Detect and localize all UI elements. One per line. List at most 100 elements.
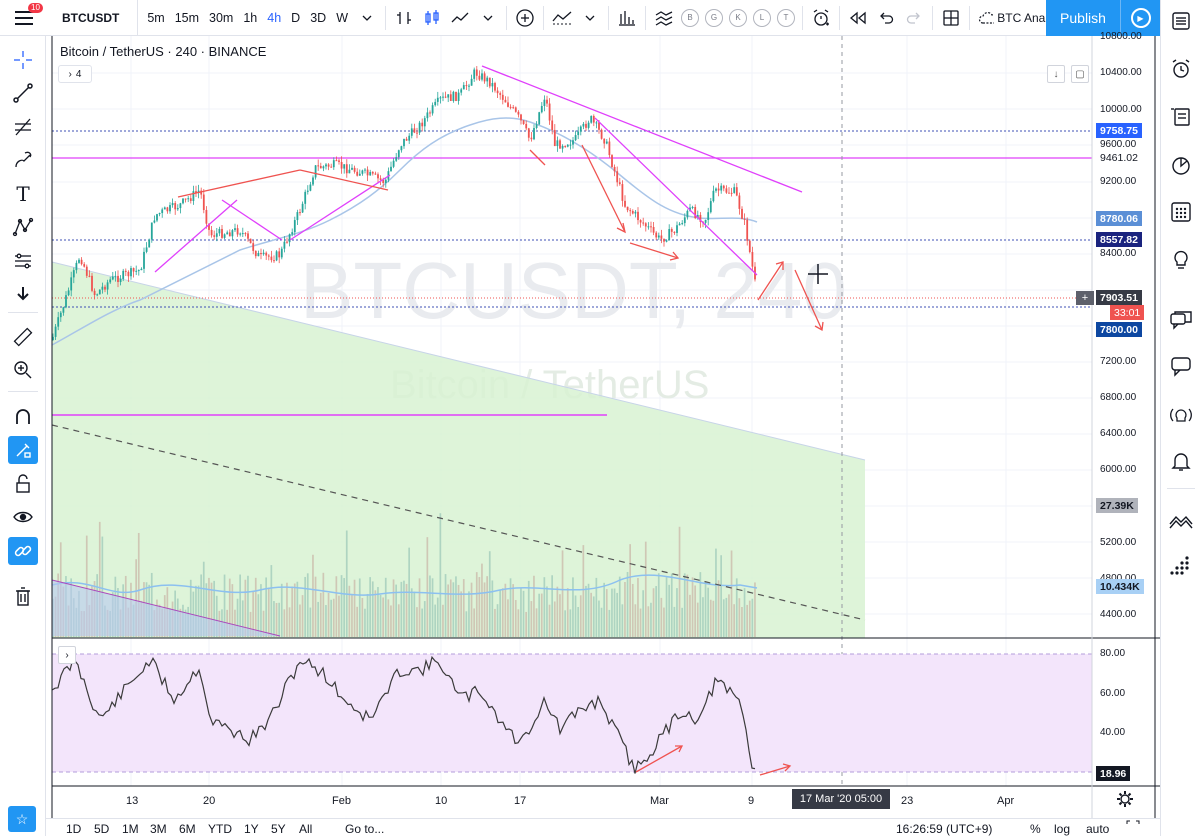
interval-5m[interactable]: 5m [147, 10, 165, 25]
hotlists-pie-icon[interactable] [1168, 152, 1194, 178]
range-5d[interactable]: 5D [94, 822, 110, 836]
main-menu-button[interactable]: 10 [0, 0, 48, 36]
financials-icon[interactable] [613, 0, 641, 36]
watchlist-icon[interactable] [1168, 8, 1194, 34]
trendlines-pink[interactable] [154, 65, 803, 276]
crosshair-tool-icon[interactable] [8, 46, 38, 74]
add-indicator-plus-icon[interactable] [511, 0, 539, 36]
volume-bar [598, 600, 600, 637]
chats-icon[interactable] [1168, 307, 1194, 333]
interval-3d[interactable]: 3D [310, 10, 327, 25]
fib-tool-icon[interactable] [8, 113, 38, 141]
scroll-down-icon[interactable]: ↓ [1047, 65, 1065, 83]
rsi-legend-chevron-icon[interactable]: › [58, 646, 76, 664]
fullscreen-icon[interactable] [1126, 820, 1140, 835]
compare-symbols-icon[interactable] [650, 0, 678, 36]
interval-dropdown-chevron-icon[interactable] [353, 0, 381, 36]
volume-bar [738, 598, 741, 637]
zoom-in-icon[interactable] [8, 356, 38, 384]
percent-scale-toggle[interactable]: % [1030, 822, 1041, 836]
candle-body [78, 259, 80, 263]
bar-replay-icon[interactable] [844, 0, 872, 36]
interval-15m[interactable]: 15m [174, 10, 200, 25]
interval-30m[interactable]: 30m [209, 10, 234, 25]
calendar-icon[interactable] [1168, 199, 1194, 225]
range-5y[interactable]: 5Y [271, 822, 286, 836]
chart-settings-gear-icon[interactable] [1116, 790, 1134, 813]
range-1m[interactable]: 1M [122, 822, 139, 836]
trendline-tool-icon[interactable] [8, 79, 38, 107]
volume-bar [374, 590, 377, 637]
alerts-clock-icon[interactable] [1168, 56, 1194, 82]
alert-letter-t[interactable]: T [777, 8, 795, 27]
indicators-chevron-icon[interactable] [576, 0, 604, 36]
streams-icon[interactable] [1168, 402, 1194, 428]
lock-drawings-icon[interactable] [8, 470, 38, 498]
text-tool-icon[interactable]: T [16, 182, 30, 206]
arrow-down-tool-icon[interactable] [8, 280, 38, 308]
rsi-arrows[interactable] [635, 745, 792, 776]
goto-date-button[interactable]: Go to... [345, 822, 385, 836]
alarm-clock-icon[interactable] [807, 0, 835, 36]
auto-scale-toggle[interactable]: auto [1086, 822, 1110, 836]
interval-1h[interactable]: 1h [243, 10, 258, 25]
range-1d[interactable]: 1D [66, 822, 82, 836]
ideas-lightbulb-icon[interactable] [1168, 246, 1194, 272]
alert-letter-k[interactable]: K [729, 8, 747, 27]
trash-icon[interactable] [8, 583, 38, 611]
interval-d[interactable]: D [291, 10, 301, 25]
volume-bar [379, 594, 382, 637]
trend-arrows-red[interactable] [177, 144, 824, 332]
line-chart-type-icon[interactable] [446, 0, 474, 36]
interval-4h[interactable]: 4h [267, 10, 282, 25]
dashed-trendline[interactable] [51, 424, 866, 621]
pattern-tool-icon[interactable] [8, 213, 38, 241]
go-live-button[interactable]: ▶ [1120, 0, 1160, 36]
symbol-search-button[interactable]: BTCUSDT [48, 0, 139, 36]
sync-drawings-link-icon[interactable] [8, 537, 38, 565]
maximize-pane-icon[interactable]: ▢ [1071, 65, 1089, 83]
layout-grid-icon[interactable] [937, 0, 965, 36]
volume-bar [689, 594, 691, 637]
notifications-bell-icon[interactable] [1168, 448, 1194, 474]
range-6m[interactable]: 6M [179, 822, 196, 836]
volume-bar [696, 602, 699, 637]
stay-in-drawing-mode-icon[interactable] [8, 436, 38, 464]
candle-chart-type-icon[interactable] [418, 0, 446, 36]
interval-w[interactable]: W [336, 10, 348, 25]
hide-drawings-eye-icon[interactable] [8, 503, 38, 531]
log-scale-toggle[interactable]: log [1054, 822, 1071, 836]
measure-tool-icon[interactable] [8, 247, 38, 275]
more-dots-icon[interactable] [1168, 553, 1194, 579]
bar-chart-type-icon[interactable] [390, 0, 418, 36]
data-window-icon[interactable] [1168, 104, 1194, 130]
ruler-icon[interactable] [8, 323, 38, 351]
range-all[interactable]: All [299, 822, 313, 836]
publish-button[interactable]: Publish [1046, 0, 1120, 36]
range-1y[interactable]: 1Y [244, 822, 259, 836]
alert-letter-b[interactable]: B [681, 8, 699, 27]
chart-canvas[interactable]: BTCUSDT, 240 Bitcoin / TetherUS [0, 0, 1160, 836]
magnet-icon[interactable] [8, 403, 38, 431]
redo-icon[interactable] [900, 0, 928, 36]
saved-layout-button[interactable]: BTC Anal [974, 0, 1052, 36]
favorites-star-icon[interactable]: ☆ [8, 806, 36, 832]
alert-letter-l[interactable]: L [753, 8, 771, 27]
clock-timezone[interactable]: 16:26:59 (UTC+9) [896, 822, 993, 836]
indicators-collapse-toggle[interactable]: › 4 [58, 65, 92, 83]
chat-bubble-icon[interactable] [1168, 353, 1194, 379]
chart-legend-title[interactable]: Bitcoin / TetherUS · 240 · BINANCE [60, 44, 267, 59]
range-3m[interactable]: 3M [150, 822, 167, 836]
depth-of-market-icon[interactable] [1168, 510, 1194, 536]
chart-type-chevron-icon[interactable] [474, 0, 502, 36]
add-price-plus-icon[interactable]: + [1076, 291, 1094, 305]
candle-body [457, 92, 460, 101]
indicators-icon[interactable] [548, 0, 576, 36]
candle-body [161, 209, 164, 214]
candle-body [403, 138, 405, 147]
undo-icon[interactable] [872, 0, 900, 36]
candle-body [444, 96, 447, 98]
brush-tool-icon[interactable] [8, 146, 38, 174]
range-ytd[interactable]: YTD [208, 822, 232, 836]
alert-letter-g[interactable]: G [705, 8, 723, 27]
